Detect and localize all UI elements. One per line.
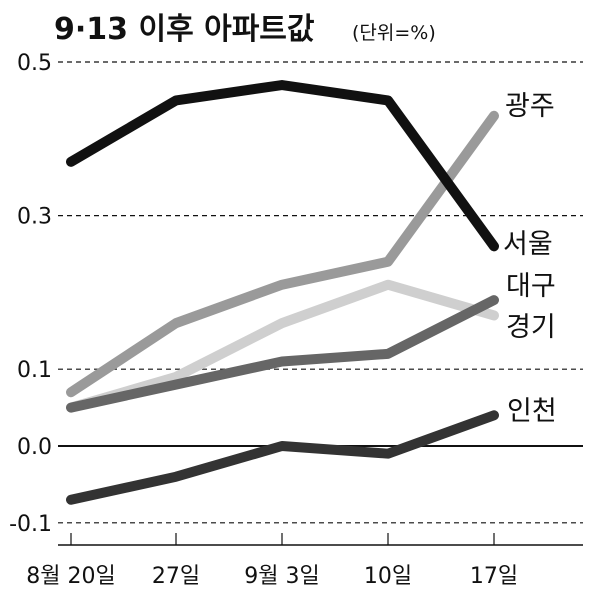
series-label: 경기 [506,312,556,343]
axes: 0.5 0.3 0.1 0.0 -0.1 8월 20일 27일 9월 3일 10일 17일 [9,51,583,589]
y-tick-label: 0.3 [17,205,52,230]
series-label: 광주 [505,91,555,122]
series-label: 대구 [506,271,556,302]
series-line-대구 [66,295,499,413]
x-tick-label: 27일 [152,564,200,589]
series-line-광주 [66,110,499,398]
y-tick-label: -0.1 [9,512,52,537]
series-label: 서울 [503,229,553,260]
series-label: 인천 [507,396,557,427]
series-line-경기 [66,279,499,413]
series-line-인천 [66,410,499,505]
series-line-서울 [66,80,499,252]
chart-unit: (단위=%) [352,22,436,44]
y-tick-label: 0.1 [17,358,52,383]
x-tick-label: 9월 3일 [244,564,319,589]
x-tick-label: 8월 20일 [26,564,115,589]
x-tick-label: 17일 [470,564,518,589]
chart-title: 9·13 이후 아파트값 [54,12,315,47]
y-tick-label: 0.0 [17,435,52,460]
x-tick-label: 10일 [364,564,412,589]
y-tick-label: 0.5 [17,51,52,76]
series-lines [66,80,499,505]
